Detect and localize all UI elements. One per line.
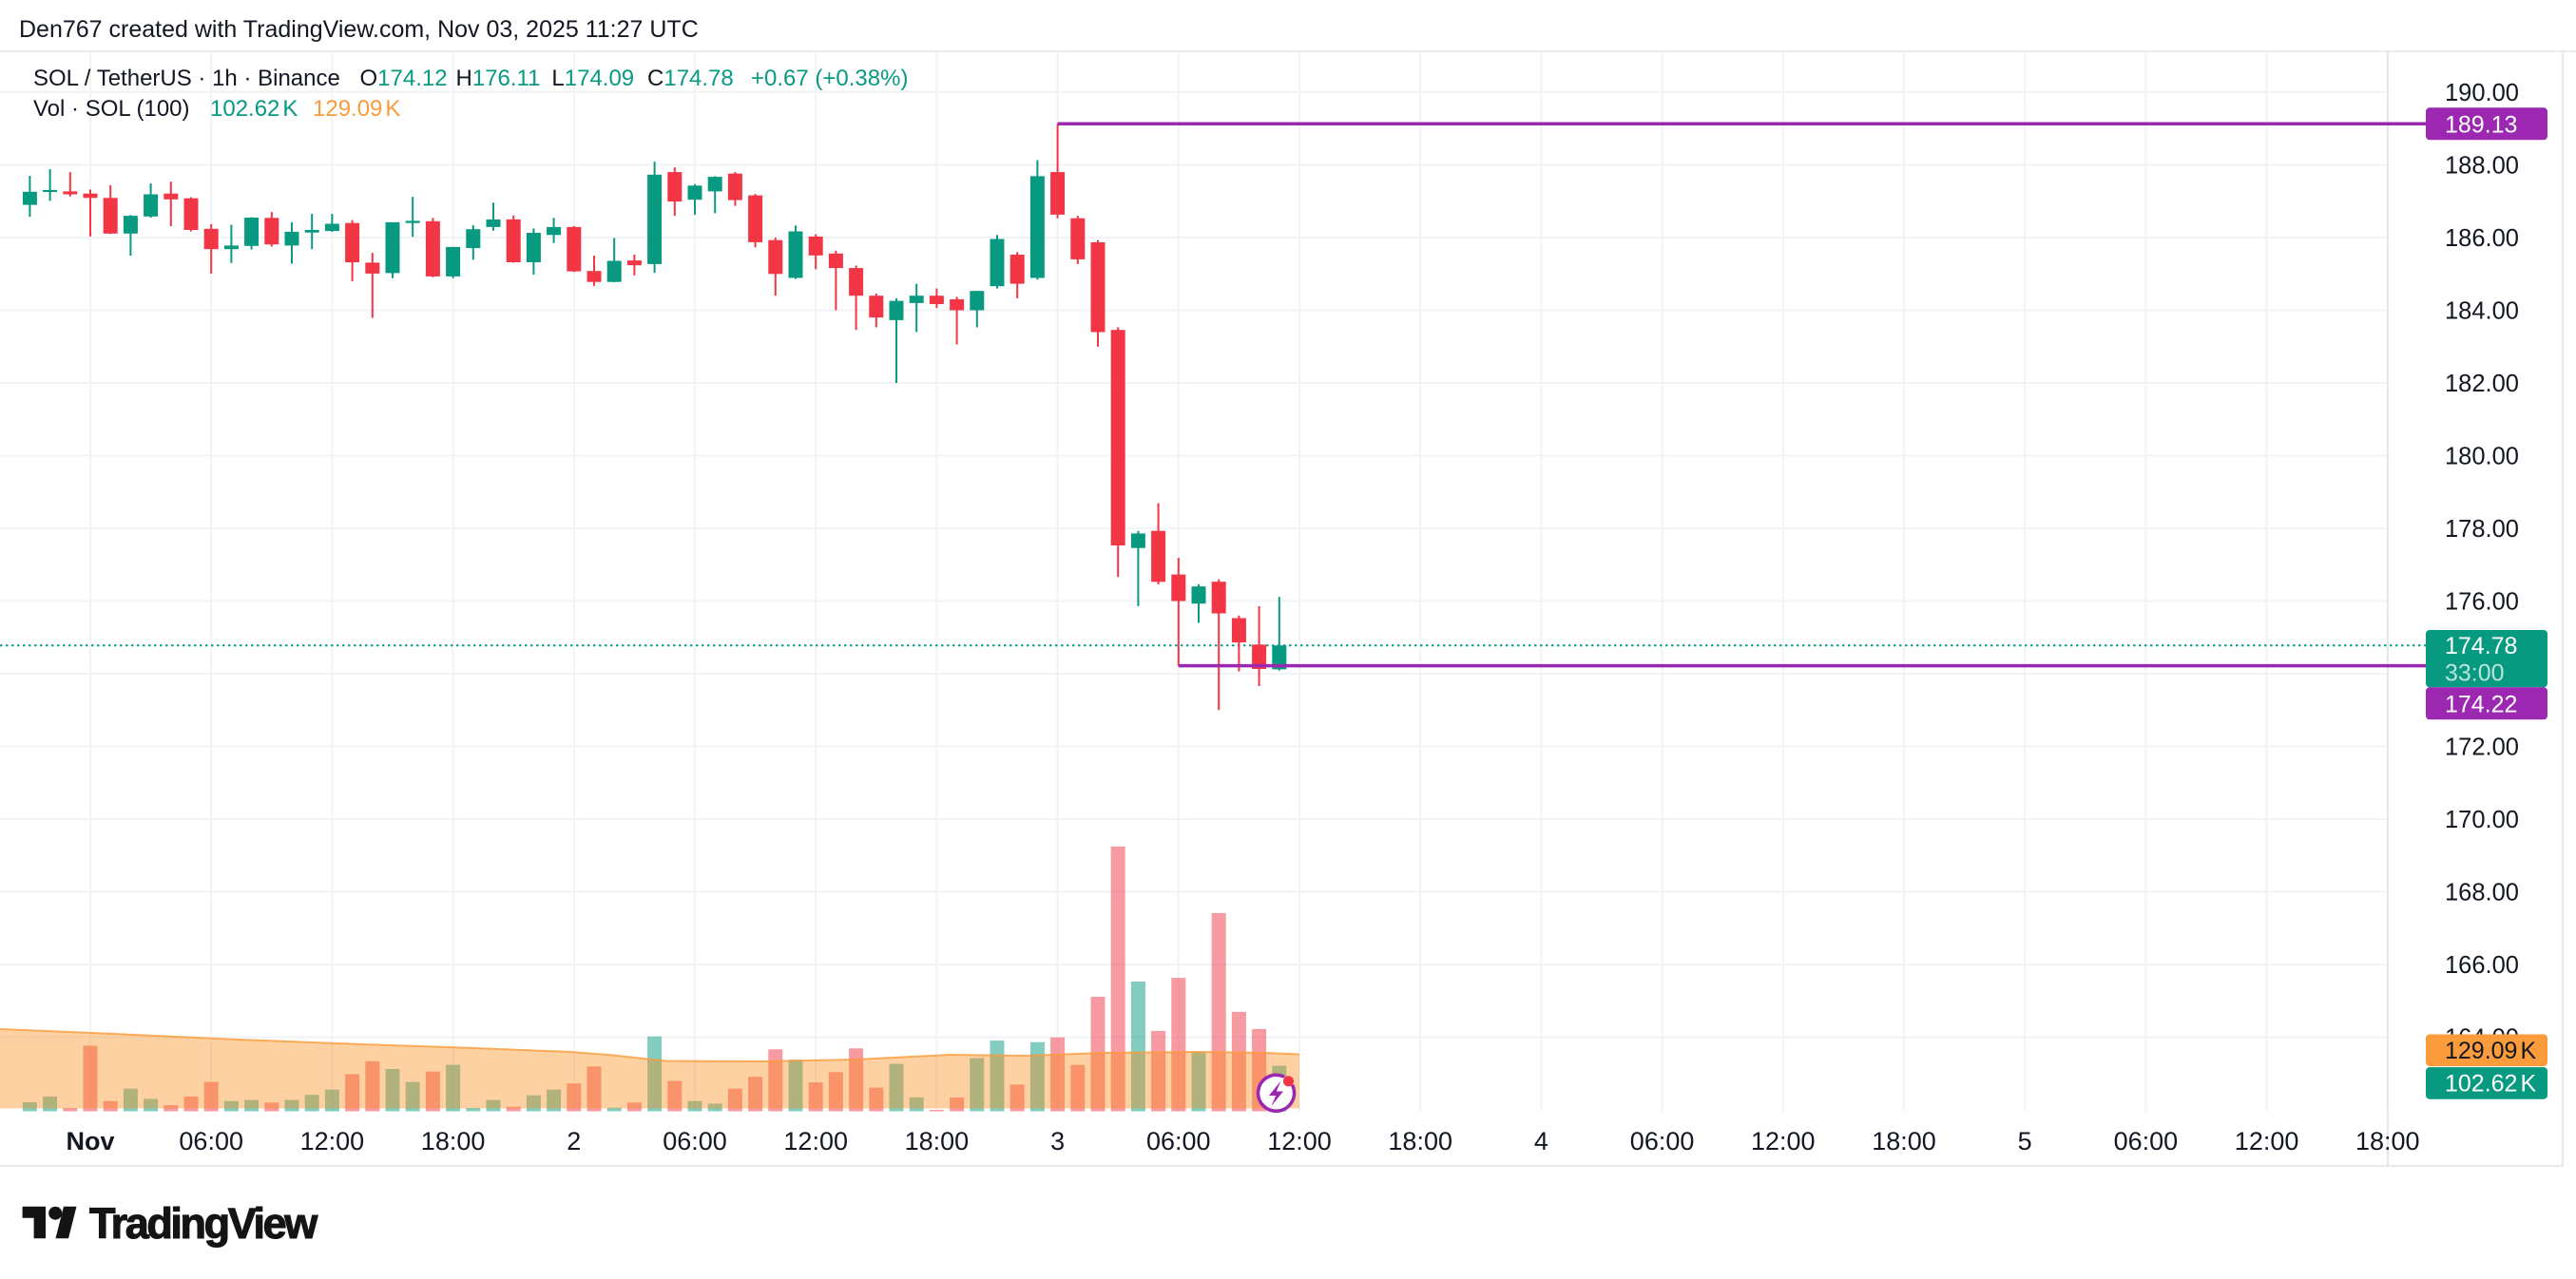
- svg-text:O174.12: O174.12: [360, 66, 448, 91]
- svg-text:Vol · SOL (100): Vol · SOL (100): [33, 96, 190, 122]
- svg-text:182.00: 182.00: [2445, 371, 2519, 397]
- svg-text:12:00: 12:00: [1267, 1127, 1332, 1155]
- svg-text:18:00: 18:00: [1388, 1127, 1452, 1155]
- svg-text:178.00: 178.00: [2445, 516, 2519, 543]
- svg-text:06:00: 06:00: [1630, 1127, 1695, 1155]
- svg-text:176.00: 176.00: [2445, 589, 2519, 616]
- svg-text:184.00: 184.00: [2445, 298, 2519, 325]
- svg-text:4: 4: [1534, 1127, 1548, 1155]
- svg-text:129.09K: 129.09 K: [2445, 1038, 2536, 1064]
- svg-text:5: 5: [2018, 1127, 2032, 1155]
- svg-text:186.00: 186.00: [2445, 225, 2519, 252]
- svg-text:172.00: 172.00: [2445, 735, 2519, 761]
- svg-text:06:00: 06:00: [663, 1127, 727, 1155]
- svg-text:H176.11: H176.11: [456, 66, 541, 91]
- svg-text:L174.09: L174.09: [551, 66, 634, 91]
- svg-text:18:00: 18:00: [905, 1127, 970, 1155]
- svg-text:33:00: 33:00: [2445, 659, 2505, 686]
- svg-text:12:00: 12:00: [300, 1127, 365, 1155]
- svg-text:Nov: Nov: [66, 1127, 114, 1155]
- svg-text:2: 2: [567, 1127, 581, 1155]
- svg-text:18:00: 18:00: [421, 1127, 486, 1155]
- svg-text:18:00: 18:00: [2355, 1127, 2420, 1155]
- svg-text:180.00: 180.00: [2445, 444, 2519, 470]
- svg-text:12:00: 12:00: [783, 1127, 848, 1155]
- svg-text:170.00: 170.00: [2445, 807, 2519, 833]
- svg-text:06:00: 06:00: [1146, 1127, 1211, 1155]
- svg-text:06:00: 06:00: [2114, 1127, 2179, 1155]
- svg-text:18:00: 18:00: [1872, 1127, 1936, 1155]
- svg-text:129.09K: 129.09 K: [313, 96, 400, 122]
- svg-text:102.62K: 102.62 K: [2445, 1071, 2536, 1098]
- svg-text:168.00: 168.00: [2445, 880, 2519, 907]
- svg-text:12:00: 12:00: [1751, 1127, 1816, 1155]
- svg-text:C174.78: C174.78: [647, 66, 734, 91]
- svg-text:166.00: 166.00: [2445, 952, 2519, 979]
- svg-text:174.22: 174.22: [2445, 691, 2517, 717]
- svg-text:12:00: 12:00: [2235, 1127, 2299, 1155]
- svg-text:+0.67 (+0.38%): +0.67 (+0.38%): [751, 66, 908, 91]
- svg-text:Den767 created with TradingVie: Den767 created with TradingView.com, Nov…: [19, 16, 699, 43]
- svg-text:189.13: 189.13: [2445, 111, 2517, 138]
- svg-text:SOL / TetherUS · 1h · Binance: SOL / TetherUS · 1h · Binance: [33, 66, 340, 91]
- svg-text:190.00: 190.00: [2445, 80, 2519, 106]
- svg-text:TradingView: TradingView: [89, 1199, 318, 1248]
- svg-text:3: 3: [1050, 1127, 1065, 1155]
- svg-text:06:00: 06:00: [179, 1127, 243, 1155]
- svg-text:188.00: 188.00: [2445, 153, 2519, 180]
- svg-text:102.62K: 102.62 K: [210, 96, 298, 122]
- svg-text:174.78: 174.78: [2445, 633, 2517, 659]
